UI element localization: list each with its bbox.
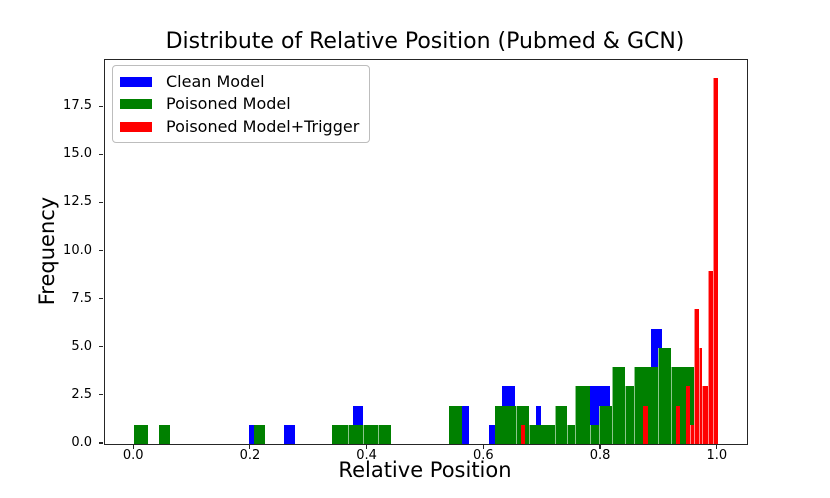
y-tick-mark <box>99 442 103 444</box>
y-tick-label: 7.5 <box>71 290 92 306</box>
x-tick-mark <box>599 444 601 449</box>
histogram-bar <box>633 367 658 444</box>
histogram-bar <box>690 424 695 444</box>
histogram-bar <box>528 424 555 444</box>
histogram-bar <box>461 405 470 444</box>
histogram-bar <box>590 424 600 444</box>
histogram-bar <box>599 405 613 444</box>
x-axis-label: Relative Position <box>338 458 512 482</box>
x-tick-label: 1.0 <box>706 448 728 463</box>
legend-label: Clean Model <box>166 71 265 91</box>
legend-item-poisoned-model-trigger: Poisoned Model+Trigger <box>120 116 361 138</box>
y-tick-label: 15.0 <box>63 146 92 162</box>
histogram-bar <box>158 424 171 444</box>
legend-item-clean-model: Clean Model <box>120 71 361 93</box>
histogram-bar <box>378 424 391 444</box>
histogram-bar <box>675 405 681 444</box>
histogram-bar <box>253 424 265 444</box>
histogram-bar <box>347 424 363 444</box>
histogram-bar <box>625 386 634 444</box>
histogram-bar <box>494 405 517 444</box>
legend-label: Poisoned Model+Trigger <box>166 116 360 136</box>
legend-label: Poisoned Model <box>166 94 291 113</box>
histogram-bar <box>449 405 463 444</box>
histogram-bar <box>643 405 648 444</box>
y-tick-label: 10.0 <box>63 242 92 258</box>
histogram-bar <box>707 270 714 444</box>
poisoned-model-color-swatch <box>120 99 152 109</box>
y-tick-label: 12.5 <box>63 194 92 210</box>
legend-box: Clean Model Poisoned Model Poisoned Mode… <box>112 65 370 143</box>
histogram-bar <box>520 424 526 444</box>
y-tick-mark <box>99 249 103 252</box>
x-tick-mark <box>132 444 134 449</box>
histogram-bar <box>685 386 691 444</box>
histogram-bar <box>612 367 625 444</box>
histogram-bar <box>698 347 703 444</box>
bars-container <box>105 60 747 444</box>
y-tick-mark <box>99 346 103 348</box>
histogram-bar <box>332 424 348 444</box>
y-tick-label: 0.0 <box>71 435 92 450</box>
x-tick-mark <box>249 444 251 449</box>
y-tick-mark <box>99 153 103 155</box>
x-tick-label: 0.0 <box>122 448 144 463</box>
x-tick-mark <box>366 444 368 449</box>
y-tick-label: 5.0 <box>71 338 92 354</box>
x-tick-label: 0.4 <box>356 448 377 463</box>
legend-item-poisoned-model: Poisoned Model <box>120 93 361 115</box>
histogram-bar <box>489 424 497 444</box>
clean-model-color-swatch <box>120 76 152 87</box>
histogram-bar <box>362 424 379 444</box>
y-tick-mark <box>99 201 103 203</box>
histogram-bar <box>249 424 255 444</box>
plot-area <box>104 59 748 445</box>
histogram-bar <box>575 386 590 444</box>
y-tick-mark <box>99 105 103 107</box>
histogram-bar <box>567 424 576 444</box>
x-tick-label: 0.2 <box>239 448 261 463</box>
y-tick-label: 17.5 <box>63 98 92 114</box>
chart-title: Distribute of Relative Position (Pubmed … <box>165 29 685 54</box>
histogram-bar <box>554 405 568 444</box>
histogram-bar <box>657 347 671 444</box>
poisoned-model-trigger-color-swatch <box>120 121 152 132</box>
histogram-bar <box>713 78 719 444</box>
y-tick-label: 2.5 <box>71 386 92 402</box>
x-tick-mark <box>482 444 484 449</box>
x-tick-mark <box>716 444 718 449</box>
x-tick-label: 0.6 <box>473 448 494 463</box>
x-tick-label: 0.8 <box>589 448 611 463</box>
histogram-bar <box>702 386 708 444</box>
histogram-bar <box>134 424 148 444</box>
y-tick-mark <box>99 394 103 396</box>
y-tick-mark <box>99 298 103 300</box>
histogram-bar <box>694 309 699 444</box>
histogram-bar <box>284 424 295 444</box>
